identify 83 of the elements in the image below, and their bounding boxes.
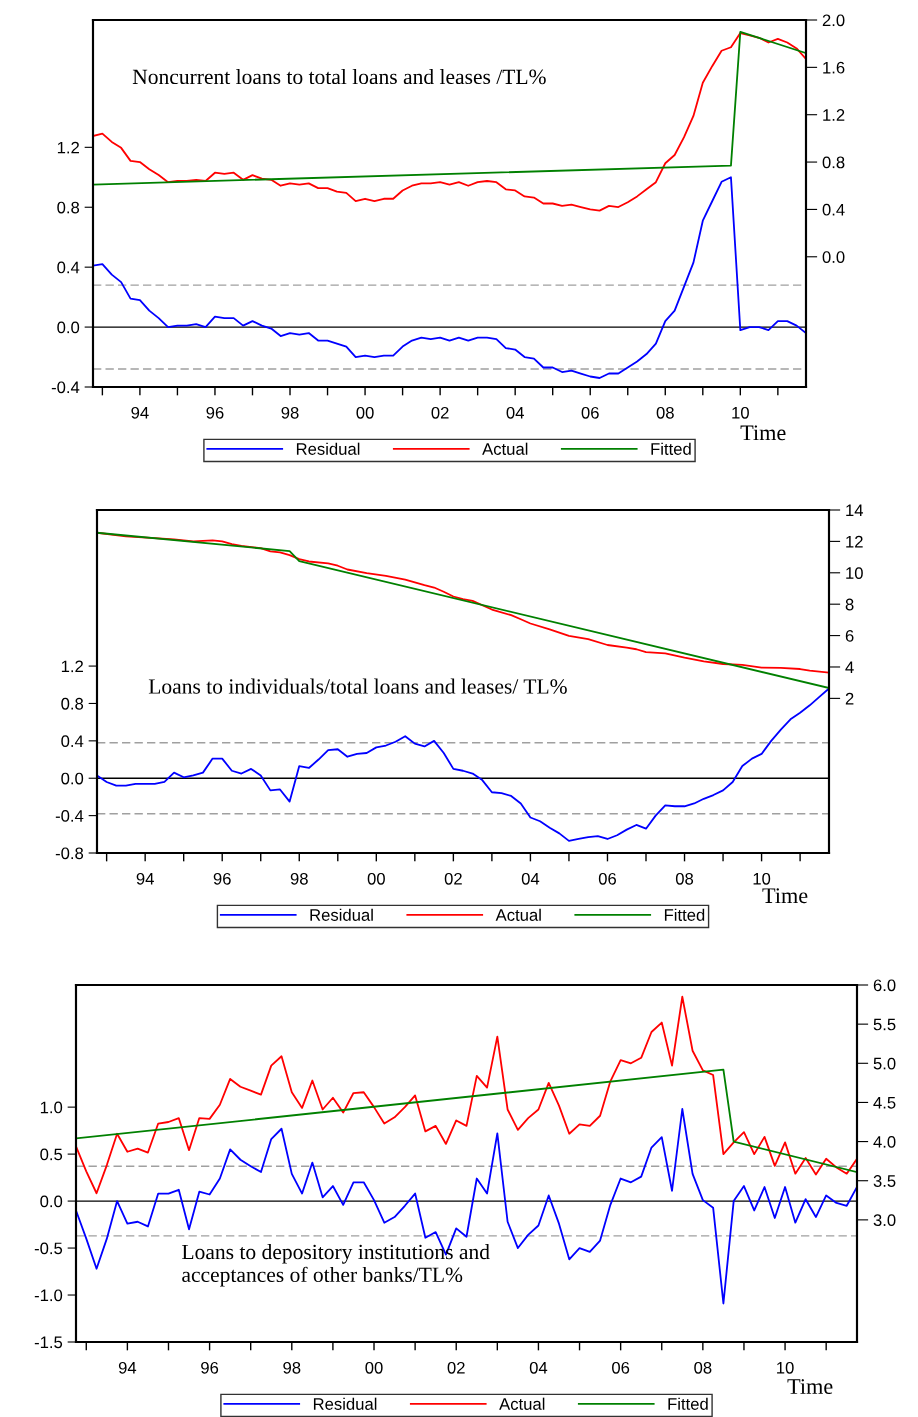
legend-label: Actual (495, 908, 541, 921)
y-tick-label: 0.5 (40, 1148, 63, 1161)
y-tick-label: 0.0 (40, 1195, 63, 1208)
y-tick-label: -0.4 (55, 810, 84, 822)
y2-tick-label: 4.0 (873, 1135, 896, 1148)
line-series (93, 30, 806, 186)
x-tick-label: 06 (581, 406, 599, 419)
y-tick-label: 0.4 (57, 261, 80, 274)
y2-tick-label: 0.0 (822, 251, 845, 263)
x-tick-label: 94 (118, 1361, 137, 1374)
y2-tick-label: 0.8 (822, 156, 845, 169)
text: Noncurrent loans to total loans and leases /TL% (132, 68, 546, 85)
y2-tick-label: 0.4 (822, 203, 845, 216)
x-tick-label: 00 (367, 872, 385, 885)
y-tick-label: 0.4 (61, 735, 84, 748)
legend-label: Residual (310, 908, 373, 921)
y2-tick-label: 6 (845, 629, 854, 642)
legend-label: Fitted (664, 908, 705, 921)
x-tick-label: 04 (521, 872, 540, 885)
y2-tick-label: 1.2 (823, 109, 845, 121)
text: Loans to depository institutions and acceptances of other banks/TL% (182, 1244, 490, 1287)
x-tick-label: 00 (365, 1361, 383, 1374)
x-tick-label: 04 (506, 406, 524, 419)
x-tick-label: 98 (283, 1361, 301, 1374)
y2-tick-label: 14 (846, 504, 864, 517)
y2-tick-label: 4 (845, 661, 854, 674)
legend-label: Actual (482, 442, 528, 455)
x-tick-label: 08 (694, 1361, 712, 1374)
y2-tick-label: 1.6 (823, 61, 845, 74)
y2-tick-label: 3.5 (873, 1175, 896, 1187)
legend-label: Fitted (651, 442, 691, 455)
line-series (76, 1068, 857, 1174)
y-tick-label: 0.8 (57, 201, 80, 214)
x-tick-label: 96 (201, 1361, 219, 1374)
y2-tick-label: 12 (846, 535, 863, 548)
y2-tick-label: 5.5 (873, 1018, 896, 1031)
x-tick-label: 02 (431, 406, 449, 419)
x-tick-label: 00 (356, 406, 374, 419)
legend-label: Residual (313, 1397, 377, 1410)
legend-label: Residual (296, 442, 360, 455)
x-tick-label: 98 (281, 406, 299, 419)
y-tick-label: -0.8 (55, 847, 84, 860)
y-tick-label: -0.4 (51, 381, 80, 394)
y-tick-label: 0.0 (57, 321, 80, 334)
x-tick-label: 98 (290, 872, 308, 885)
y2-tick-label: 2 (845, 692, 854, 705)
y2-tick-label: 2.0 (822, 14, 845, 27)
x-tick-label: 08 (656, 406, 674, 419)
y-tick-label: 1.0 (40, 1101, 63, 1114)
x-tick-label: 08 (675, 872, 694, 885)
x-tick-label: 04 (529, 1361, 548, 1374)
y2-tick-label: 4.5 (873, 1097, 896, 1109)
legend-label: Actual (499, 1397, 545, 1410)
text: Loans to individuals/total loans and leases/ TL% (148, 678, 567, 694)
x-axis-title: Time (787, 1379, 833, 1394)
x-tick-label: 06 (598, 872, 617, 885)
y2-tick-label: 10 (846, 567, 863, 579)
x-tick-label: 96 (213, 872, 231, 885)
x-tick-label: 94 (131, 406, 149, 419)
y-tick-label: 0.0 (61, 772, 84, 785)
line-series (93, 32, 806, 212)
x-tick-label: 10 (753, 872, 771, 885)
x-tick-label: 10 (732, 406, 749, 419)
x-tick-label: 10 (777, 1361, 794, 1374)
y-tick-label: -1.0 (34, 1289, 63, 1302)
x-tick-label: 06 (612, 1361, 630, 1374)
y2-tick-label: 3.0 (873, 1214, 896, 1227)
y-tick-label: -0.5 (34, 1242, 63, 1255)
x-tick-label: 94 (136, 872, 154, 885)
y2-tick-label: 5.0 (873, 1057, 896, 1070)
y-tick-label: 1.2 (61, 660, 83, 673)
y-tick-label: 0.8 (61, 697, 84, 710)
y-tick-label: -1.5 (34, 1336, 63, 1349)
x-tick-label: 02 (447, 1361, 465, 1374)
x-tick-label: 02 (444, 872, 462, 885)
line-series (76, 995, 857, 1195)
x-axis-title: Time (740, 425, 786, 441)
y2-tick-label: 8 (845, 598, 854, 611)
x-axis-title: Time (762, 888, 808, 904)
y-tick-label: 1.2 (57, 141, 79, 154)
x-tick-label: 96 (206, 406, 224, 419)
legend-label: Fitted (668, 1397, 708, 1410)
y2-tick-label: 6.0 (873, 979, 896, 992)
